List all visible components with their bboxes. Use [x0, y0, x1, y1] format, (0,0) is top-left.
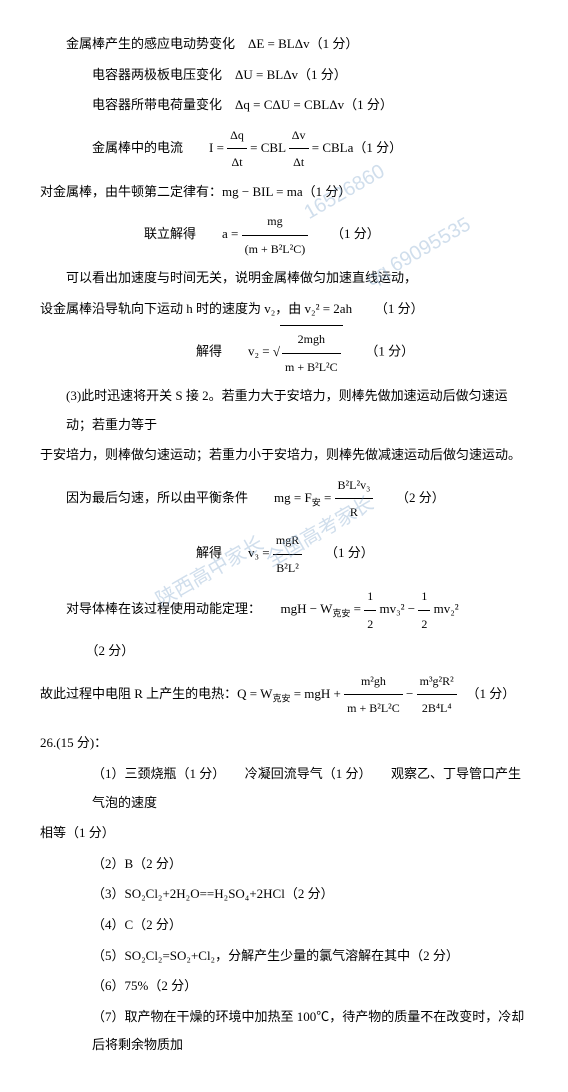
fraction: mgR B²L² [273, 527, 302, 581]
text-line: （2）B（2 分） [40, 850, 528, 879]
eq-text: = CBL [250, 140, 285, 155]
subscript: 安 [312, 497, 321, 507]
eq-text: = [324, 490, 335, 505]
text-line: 金属棒产生的感应电动势变化 ΔE = BLΔv（1 分） [40, 30, 528, 59]
subscript: 克安 [272, 693, 290, 703]
equation-line: 解得 v₃ = mgR B²L² （1 分） [40, 527, 528, 581]
text-line: （1）三颈烧瓶（1 分） 冷凝回流导气（1 分） 观察乙、丁导管口产生气泡的速度 [40, 760, 528, 817]
eq-text: − [406, 686, 417, 701]
eq-text: 对导体棒在该过程使用动能定理： mgH − W [66, 601, 332, 616]
eq-text: 故此过程中电阻 R 上产生的电热：Q = W [40, 686, 272, 701]
eq-text: （1 分） [312, 226, 380, 241]
fraction: 1 2 [418, 583, 430, 637]
fraction: mg (m + B²L²C) [242, 208, 309, 262]
text-line: (3)此时迅速将开关 S 接 2。若重力大于安培力，则棒先做加速运动后做匀速运动… [40, 382, 528, 439]
eq-text: （1 分） [346, 344, 414, 359]
text-line: （5）SO₂Cl₂=SO₂+Cl₂，分解产生少量的氯气溶解在其中（2 分） [40, 942, 528, 971]
text-line: 可以看出加速度与时间无关，说明金属棒做匀加速直线运动， [40, 264, 528, 293]
eq-text: （2 分） [66, 643, 134, 658]
equation-line: 联立解得 a = mg (m + B²L²C) （1 分） [40, 208, 528, 262]
eq-text: = CBLa（1 分） [312, 140, 402, 155]
eq-text: = mgH + [294, 686, 344, 701]
eq-text: （1 分） [305, 545, 373, 560]
fraction: m²gh m + B²L²C [344, 668, 403, 722]
equation-line: 对导体棒在该过程使用动能定理： mgH − W克安 = 1 2 mv₃² − 1… [40, 583, 528, 665]
text-line: （3）SO₂Cl₂+2H₂O==H₂SO₄+2HCl（2 分） [40, 880, 528, 909]
text-line: 电容器两极板电压变化 ΔU = BLΔv（1 分） [40, 61, 528, 90]
eq-text: 解得 v₂ = [196, 344, 273, 359]
fraction: m³g²R² 2B⁴L⁴ [417, 668, 457, 722]
text-line: （7）取产物在干燥的环境中加热至 100℃，待产物的质量不在改变时，冷却后将剩余… [40, 1003, 528, 1060]
eq-text: = [354, 601, 365, 616]
eq-text: mv₃² − [379, 601, 418, 616]
fraction: B²L²v₃ R [335, 472, 374, 526]
eq-text: 金属棒中的电流 I = [92, 140, 227, 155]
text-line: 对金属棒，由牛顿第二定律有：mg − BIL = ma（1 分） [40, 178, 528, 207]
subscript: 克安 [332, 609, 350, 619]
eq-text: （2 分） [377, 490, 445, 505]
fraction: Δq Δt [227, 122, 247, 176]
eq-text: 设金属棒沿导轨向下运动 h 时的速度为 v₂，由 [40, 301, 305, 316]
fraction: 1 2 [364, 583, 376, 637]
eq-text: （1 分） [460, 686, 515, 701]
equation-line: 故此过程中电阻 R 上产生的电热：Q = W克安 = mgH + m²gh m … [40, 668, 528, 722]
eq-text: v₂² = 2ah [305, 301, 353, 316]
equation-line: 解得 v₂ = √ 2mgh m + B²L²C （1 分） [40, 325, 528, 380]
eq-text: mv₂² [434, 601, 459, 616]
text-line: 相等（1 分） [40, 819, 528, 848]
equation-line: 因为最后匀速，所以由平衡条件 mg = F安 = B²L²v₃ R （2 分） [40, 472, 528, 526]
text-line: （4）C（2 分） [40, 911, 528, 940]
fraction: Δv Δt [289, 122, 309, 176]
sqrt: √ 2mgh m + B²L²C [273, 325, 343, 380]
equation-line: 金属棒中的电流 I = Δq Δt = CBL Δv Δt = CBLa（1 分… [40, 122, 528, 176]
text-line: 于安培力，则棒做匀速运动；若重力小于安培力，则棒先做减速运动后做匀速运动。 [40, 441, 528, 470]
text-line: （6）75%（2 分） [40, 972, 528, 1001]
eq-text: 解得 v₃ = [196, 545, 273, 560]
eq-text: 因为最后匀速，所以由平衡条件 mg = F [66, 490, 312, 505]
eq-text: 联立解得 a = [144, 226, 242, 241]
question-heading: 26.(15 分)： [40, 729, 528, 758]
text-line: 设金属棒沿导轨向下运动 h 时的速度为 v₂，由 v₂² = 2ah （1 分） [40, 295, 528, 324]
text-line: 电容器所带电荷量变化 Δq = CΔU = CBLΔv（1 分） [40, 91, 528, 120]
eq-text: （1 分） [355, 301, 423, 316]
